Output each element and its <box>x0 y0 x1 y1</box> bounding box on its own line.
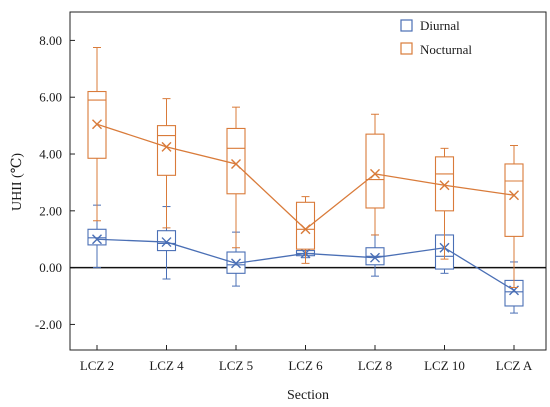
x-tick-label: LCZ 2 <box>80 358 114 373</box>
mean-marker-stroke <box>92 234 102 245</box>
mean-marker-stroke <box>439 180 450 191</box>
y-tick-label: 6.00 <box>39 90 62 105</box>
mean-marker <box>370 252 380 263</box>
y-tick-label: 2.00 <box>39 203 62 218</box>
box-nocturnal <box>295 196 316 264</box>
x-tick-label: LCZ A <box>496 358 533 373</box>
mean-marker <box>370 168 380 179</box>
legend-label-nocturnal: Nocturnal <box>420 42 472 57</box>
mean-marker-stroke <box>231 258 241 269</box>
series-layer <box>87 47 524 314</box>
legend-swatch-nocturnal <box>400 42 413 55</box>
mean-marker <box>439 180 450 191</box>
mean-marker-stroke <box>370 252 380 263</box>
x-tick-label: LCZ 8 <box>358 358 392 373</box>
mean-marker <box>231 258 241 269</box>
legend: Diurnal Nocturnal <box>400 18 472 57</box>
box-nocturnal <box>434 147 455 260</box>
box-nocturnal <box>504 144 524 289</box>
box-nocturnal <box>226 106 246 249</box>
mean-marker <box>161 237 172 248</box>
box-iqr <box>504 163 524 237</box>
mean-marker <box>92 119 102 130</box>
box-nocturnal <box>87 47 107 222</box>
tick-marks <box>70 39 515 350</box>
y-tick-label: 8.00 <box>39 33 62 48</box>
x-axis-title: Section <box>287 388 329 403</box>
x-tick-labels: LCZ 2 LCZ 4 LCZ 5 LCZ 6 LCZ 8 LCZ 10 LCZ A <box>80 358 533 373</box>
mean-marker <box>92 234 102 245</box>
box-iqr <box>295 201 316 250</box>
x-tick-label: LCZ 10 <box>424 358 465 373</box>
y-tick-label: -2.00 <box>35 317 62 332</box>
x-tick-label: LCZ 6 <box>288 358 323 373</box>
mean-marker-stroke <box>370 168 380 179</box>
mean-marker <box>300 224 311 235</box>
box-iqr <box>365 133 385 209</box>
series-nocturnal <box>87 47 524 289</box>
legend-label-diurnal: Diurnal <box>420 18 460 33</box>
mean-marker-stroke <box>161 141 172 152</box>
box-iqr <box>226 127 246 195</box>
box-iqr <box>156 125 177 176</box>
mean-marker-stroke <box>300 224 311 235</box>
x-tick-label: LCZ 4 <box>149 358 184 373</box>
x-tick-label: LCZ 5 <box>219 358 253 373</box>
mean-marker-stroke <box>231 158 241 169</box>
y-tick-labels: -2.00 0.00 2.00 4.00 6.00 8.00 <box>35 33 62 332</box>
mean-marker-stroke <box>161 237 172 248</box>
box-iqr <box>156 230 177 252</box>
mean-marker <box>231 158 241 169</box>
box-nocturnal <box>156 98 177 229</box>
mean-marker <box>161 141 172 152</box>
box-diurnal <box>365 234 385 277</box>
box-iqr <box>87 228 107 246</box>
plot-frame <box>69 11 547 351</box>
y-tick-label: 0.00 <box>39 260 62 275</box>
mean-marker <box>509 190 519 201</box>
y-axis-title: UHII (℃) <box>10 153 25 211</box>
y-tick-label: 4.00 <box>39 147 62 162</box>
box-nocturnal <box>365 113 385 236</box>
mean-marker-stroke <box>92 119 102 130</box>
legend-swatch-diurnal <box>400 19 413 32</box>
mean-marker-stroke <box>509 190 519 201</box>
